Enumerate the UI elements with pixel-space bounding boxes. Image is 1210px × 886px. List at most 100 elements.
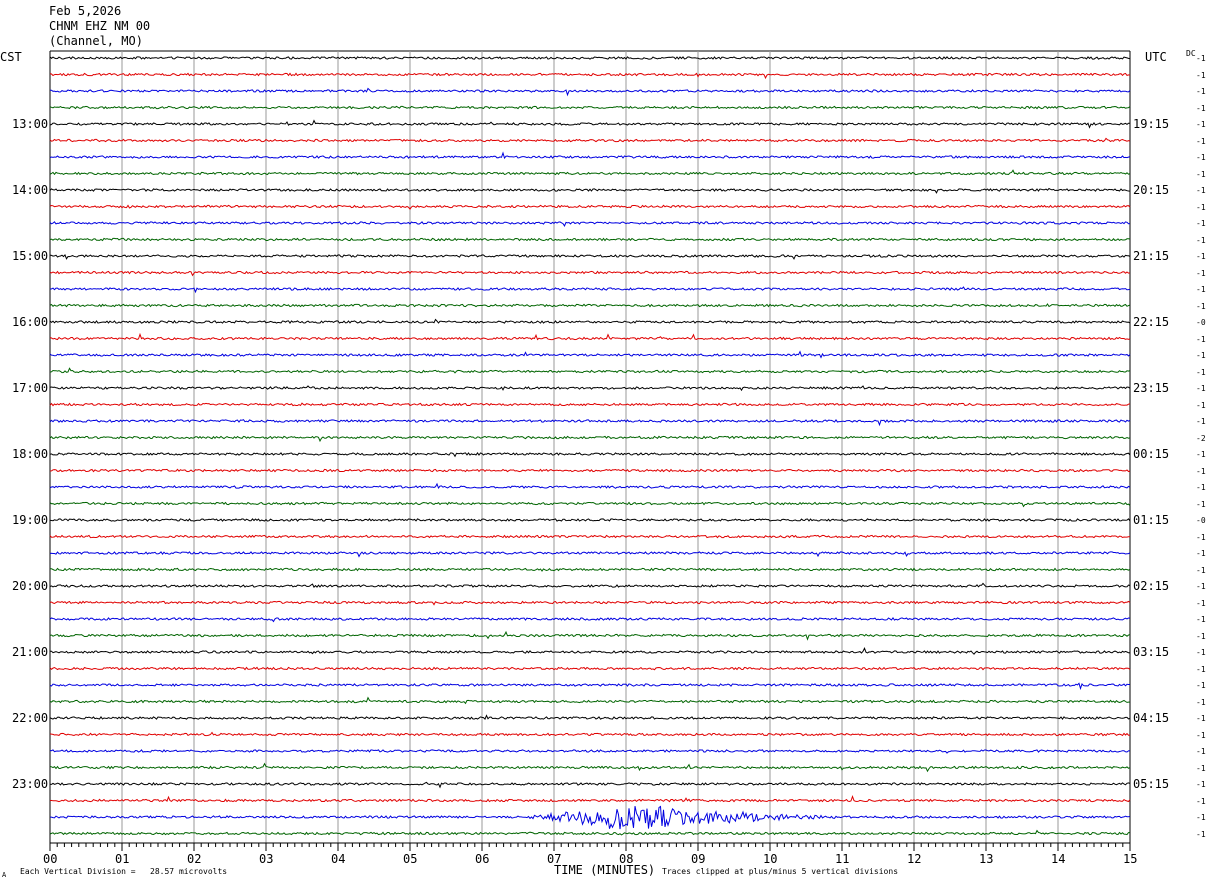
x-tick-label: 06 [475,852,490,866]
dc-offset-label: -1 [1196,87,1206,96]
left-hour-label: 20:00 [12,579,49,593]
trace-line [49,435,1131,443]
dc-offset-label: -1 [1196,730,1206,740]
date-label: Feb 5,2026 [49,4,122,18]
trace-line [49,204,1131,211]
left-hour-label: 22:00 [12,711,49,725]
dc-offset-label: -1 [1196,697,1206,707]
trace-line [49,682,1130,691]
dc-header-label: DC [1186,49,1196,58]
trace-line [49,367,1131,374]
trace-line [49,318,1131,324]
x-axis [49,842,1131,851]
trace-line [49,402,1131,407]
dc-offset-label: -1 [1196,153,1206,162]
x-tick-label: 07 [547,852,562,866]
dc-offset-label: -1 [1196,598,1206,608]
dc-offset-label: -1 [1196,219,1206,228]
dc-offset-label: -1 [1196,681,1206,690]
dc-offset-label: -1 [1196,400,1206,410]
trace-line [49,419,1131,427]
dc-offset-label: -1 [1196,70,1206,80]
trace-group [49,56,1131,836]
trace-line [49,551,1131,558]
trace-line [49,696,1131,705]
trace-line [49,105,1131,110]
trace-line [49,221,1131,227]
x-tick-label: 13 [979,852,994,866]
x-tick-label: 05 [403,852,418,866]
trace-line [49,87,1131,97]
trace-line [49,518,1131,522]
left-hour-label: 17:00 [12,381,49,395]
trace-line [49,666,1131,671]
dc-offset-label: -1 [1196,235,1206,245]
dc-offset-label: -1 [1196,54,1206,63]
trace-line [49,187,1131,194]
dc-offset-label: -0 [1196,516,1206,525]
trace-line [49,119,1130,129]
x-tick-label: 08 [619,852,634,866]
dc-offset-label: -1 [1196,747,1206,756]
right-hour-label: 21:15 [1133,249,1170,263]
dc-offset-label: -1 [1196,664,1206,674]
trace-line [50,805,1131,830]
corner-mark: A [2,871,7,879]
dc-offset-label: -1 [1196,714,1206,723]
dc-offset-label: -1 [1196,763,1206,773]
right-hour-label: 05:15 [1133,777,1170,791]
trace-line [49,781,1131,789]
x-tick-label: 09 [691,852,706,866]
dc-offset-label: -1 [1196,829,1206,839]
dc-offset-label: -1 [1196,351,1206,360]
right-hour-label: 00:15 [1133,447,1170,461]
x-tick-label: 11 [835,852,850,866]
left-hour-label: 19:00 [12,513,49,527]
dc-offset-label: -1 [1196,549,1206,558]
dc-offset-label: -1 [1196,780,1206,789]
dc-offset-label: -1 [1196,615,1206,624]
dc-offset-label: -1 [1196,796,1206,806]
dc-offset-label: -2 [1196,433,1206,443]
x-tick-label: 04 [331,852,346,866]
trace-line [49,385,1131,392]
right-hour-label: 22:15 [1133,315,1170,329]
dc-offset-label: -1 [1196,252,1206,261]
trace-line [49,534,1131,539]
right-hour-label: 03:15 [1133,645,1170,659]
left-hour-label: 15:00 [12,249,49,263]
dc-offset-label: -1 [1196,582,1206,591]
location-label: (Channel, MO) [49,34,143,48]
dc-offset-label: -1 [1196,483,1206,492]
trace-line [49,794,1131,803]
x-axis-title: TIME (MINUTES) [554,863,656,877]
x-tick-label: 03 [259,852,274,866]
trace-line [49,582,1131,588]
dc-offset-label: -1 [1196,268,1206,278]
dc-offset-label: -1 [1196,532,1206,542]
dc-offset-label: -1 [1196,499,1206,509]
right-hour-label: 04:15 [1133,711,1170,725]
dc-offset-label: -1 [1196,169,1206,179]
dc-offset-label: -1 [1196,648,1206,657]
trace-line [49,600,1131,606]
trace-line [49,253,1131,260]
grid-lines [49,50,1131,843]
trace-line [49,501,1131,508]
right-hour-label: 01:15 [1133,513,1170,527]
x-tick-label: 01 [115,852,130,866]
dc-offset-label: -1 [1196,285,1206,294]
trace-line [49,56,1131,60]
right-hour-label: 02:15 [1133,579,1170,593]
dc-offset-label: -1 [1196,466,1206,476]
dc-offset-label: -1 [1196,384,1206,393]
station-label: CHNM EHZ NM 00 [49,19,151,33]
right-hour-label: 19:15 [1133,117,1170,131]
trace-line [49,829,1131,836]
trace-line [49,169,1131,176]
clip-note: Traces clipped at plus/minus 5 vertical … [662,867,899,876]
trace-line [49,452,1131,458]
trace-line [50,647,1131,655]
left-hour-label: 13:00 [12,117,49,131]
